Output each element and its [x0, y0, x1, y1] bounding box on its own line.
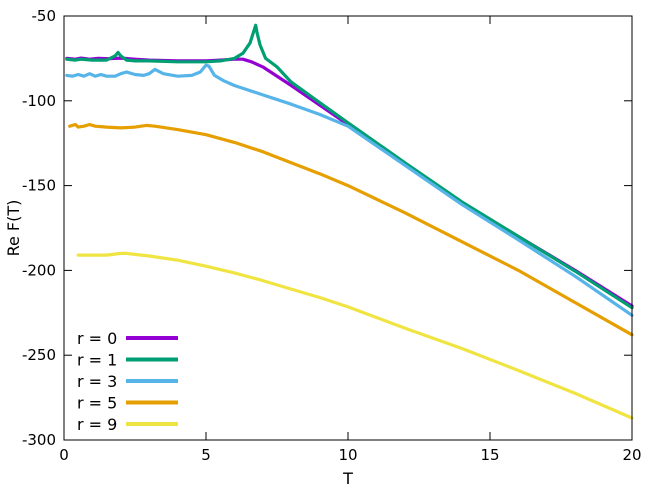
legend-label-4: r = 9: [77, 415, 117, 434]
y-tick-label: -150: [22, 177, 56, 195]
y-tick-label: -250: [22, 346, 56, 364]
legend-label-2: r = 3: [77, 372, 117, 391]
legend-label-1: r = 1: [77, 351, 117, 370]
series-line-3: [68, 122, 634, 337]
y-tick-label: -200: [22, 261, 56, 279]
x-tick-label: 10: [338, 446, 357, 464]
x-tick-label: 15: [480, 446, 499, 464]
y-axis-label: Re F(T): [4, 200, 23, 257]
y-tick-label: -100: [22, 92, 56, 110]
y-tick-label: -50: [32, 7, 57, 25]
y-tick-label: -300: [22, 431, 56, 449]
axis-ticks: 0 5 10 15 20 -300 -250 -200 -150 -100 -50: [22, 7, 642, 464]
x-tick-label: 0: [59, 446, 69, 464]
x-tick-label: 20: [622, 446, 641, 464]
x-tick-label: 5: [201, 446, 211, 464]
series-layer: [65, 23, 634, 420]
series-line-2: [65, 63, 634, 317]
series-line-4: [76, 251, 634, 420]
x-axis-label: T: [342, 469, 353, 488]
series-line-1: [65, 23, 634, 310]
series-line-0: [65, 56, 634, 308]
plot-frame: [63, 15, 633, 441]
legend-label-0: r = 0: [77, 329, 117, 348]
legend-label-3: r = 5: [77, 394, 117, 413]
legend: r = 0 r = 1 r = 3 r = 5 r = 9: [77, 329, 178, 434]
